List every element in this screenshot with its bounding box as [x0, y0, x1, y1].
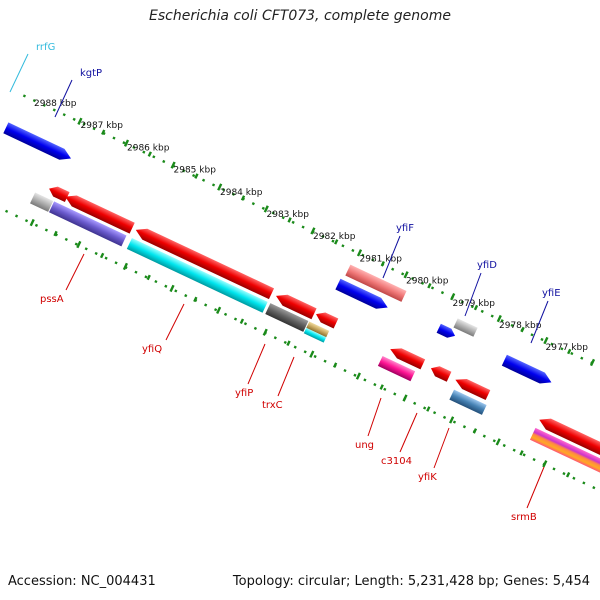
gene-leader-line — [54, 79, 73, 118]
gene-feature[interactable] — [273, 290, 317, 320]
ruler-tick-upper — [589, 358, 596, 367]
ruler-tick-upper — [123, 139, 130, 147]
ruler-tick-label: 2988 kbp — [34, 99, 77, 109]
gene-feature[interactable] — [3, 122, 73, 164]
gene-label-ung[interactable]: ung — [355, 440, 374, 451]
genome-summary-text: Topology: circular; Length: 5,231,428 bp… — [232, 574, 590, 589]
gene-leader-line — [464, 272, 482, 317]
gene-leader-line — [530, 300, 549, 344]
ruler-tick-lower — [309, 350, 315, 358]
ruler-tick-lower — [542, 460, 548, 468]
ruler-tick-upper — [543, 336, 549, 345]
gene-leader-line — [277, 356, 295, 397]
gene-leader-line — [9, 53, 29, 93]
gene-label-yfip[interactable]: yfiP — [235, 388, 253, 399]
ruler-tick-label: 2985 kbp — [174, 166, 217, 176]
gene-labels: rrfG kgtP yfiF yfiD yfiE pssA yfiQ yfiP trxC ungc… — [9, 42, 561, 523]
ruler-tick-label: 2978 kbp — [499, 321, 542, 331]
ruler-tick-lower — [29, 218, 35, 227]
gene-feature[interactable] — [335, 278, 390, 313]
gene-label-pssa[interactable]: pssA — [40, 294, 64, 305]
gene-feature[interactable] — [529, 427, 600, 474]
gene-feature[interactable] — [453, 375, 491, 401]
gene-leader-line — [382, 235, 401, 279]
genome-backbone — [0, 138, 600, 446]
gene-feature[interactable] — [345, 264, 407, 302]
gene-label-trxc[interactable]: trxC — [262, 400, 283, 411]
gene-feature[interactable] — [303, 327, 327, 343]
ruler-tick-upper — [496, 314, 502, 323]
ruler-tick-lower — [76, 240, 82, 249]
ruler-tick-upper — [217, 183, 223, 191]
map-title: Escherichia coli CFT073, complete genome — [149, 8, 451, 24]
gene-feature[interactable] — [501, 354, 554, 388]
ruler-tick-upper — [263, 205, 269, 213]
gene-leader-line — [367, 397, 382, 437]
ruler-tick-label: 2987 kbp — [81, 121, 124, 131]
accession-text: Accession: NC_004431 — [8, 574, 156, 589]
ruler-tick-upper — [356, 249, 363, 257]
gene-feature[interactable] — [436, 323, 458, 341]
ruler-tick-upper — [77, 117, 83, 125]
gene-feature[interactable] — [126, 238, 268, 313]
gene-leader-line — [247, 343, 266, 385]
ruler-tick-label: 2986 kbp — [127, 143, 170, 153]
ruler-tick-label: 2979 kbp — [453, 299, 496, 309]
ruler-tick-upper — [310, 227, 316, 235]
gene-feature[interactable] — [453, 318, 478, 337]
gene-feature[interactable] — [30, 192, 54, 212]
gene-label-rrfg[interactable]: rrfG — [36, 42, 55, 53]
ruler-tick-label: 2980 kbp — [406, 277, 449, 287]
ruler-tick-label: 2982 kbp — [313, 232, 356, 242]
gene-feature[interactable] — [429, 363, 452, 382]
gene-label-srmb[interactable]: srmB — [511, 512, 537, 523]
ruler-tick-upper — [170, 161, 176, 169]
gene-label-yfif[interactable]: yfiF — [396, 223, 414, 234]
rotated-track-group — [0, 94, 600, 490]
ruler-upper — [22, 94, 596, 367]
ruler-tick-label: 2981 kbp — [360, 254, 403, 264]
gene-label-yfiq[interactable]: yfiQ — [142, 344, 162, 355]
gene-feature[interactable] — [449, 389, 487, 415]
ruler-tick-label: 2983 kbp — [267, 210, 310, 220]
ruler-tick-label: 2984 kbp — [220, 188, 263, 198]
ruler-tick-lower — [122, 262, 128, 271]
ruler-tick-lower — [402, 394, 408, 402]
ruler-tick-lower — [169, 284, 175, 293]
gene-feature[interactable] — [133, 224, 275, 300]
ruler-tick-label: 2977 kbp — [546, 343, 589, 353]
gene-feature[interactable] — [314, 309, 339, 329]
gene-leader-line — [165, 303, 185, 341]
gene-feature[interactable] — [537, 414, 600, 460]
gene-leader-line — [526, 466, 545, 509]
gene-label-yfik[interactable]: yfiK — [418, 472, 437, 483]
gene-leader-line — [65, 253, 85, 291]
gene-feature[interactable] — [388, 344, 426, 370]
ruler-tick-lower — [216, 306, 222, 314]
ruler-tick-lower — [495, 438, 501, 446]
gene-feature[interactable] — [306, 321, 330, 338]
gene-label-yfid[interactable]: yfiD — [477, 260, 497, 271]
gene-label-kgtp[interactable]: kgtP — [80, 68, 102, 79]
gene-label-c3104[interactable]: c3104 — [381, 456, 412, 467]
ruler-tick-lower — [262, 328, 268, 336]
gene-leader-line — [433, 427, 450, 469]
gene-label-yfie[interactable]: yfiE — [542, 288, 561, 299]
ruler-tick-upper — [450, 293, 456, 301]
gene-leader-line — [399, 412, 418, 453]
gene-feature[interactable] — [63, 191, 135, 234]
ruler-tick-lower — [449, 416, 455, 424]
gene-feature[interactable] — [265, 303, 309, 332]
ruler-labels: 2988 kbp 2987 kbp 2986 kbp 2985 kbp 2984 kbp… — [34, 99, 588, 353]
ruler-tick-lower — [355, 372, 361, 380]
ruler-lower — [4, 209, 596, 490]
gene-feature[interactable] — [377, 355, 416, 382]
feature-track — [3, 122, 600, 474]
gene-feature[interactable] — [49, 201, 127, 247]
gene-feature[interactable] — [47, 184, 70, 203]
ruler-tick-upper — [403, 271, 409, 279]
